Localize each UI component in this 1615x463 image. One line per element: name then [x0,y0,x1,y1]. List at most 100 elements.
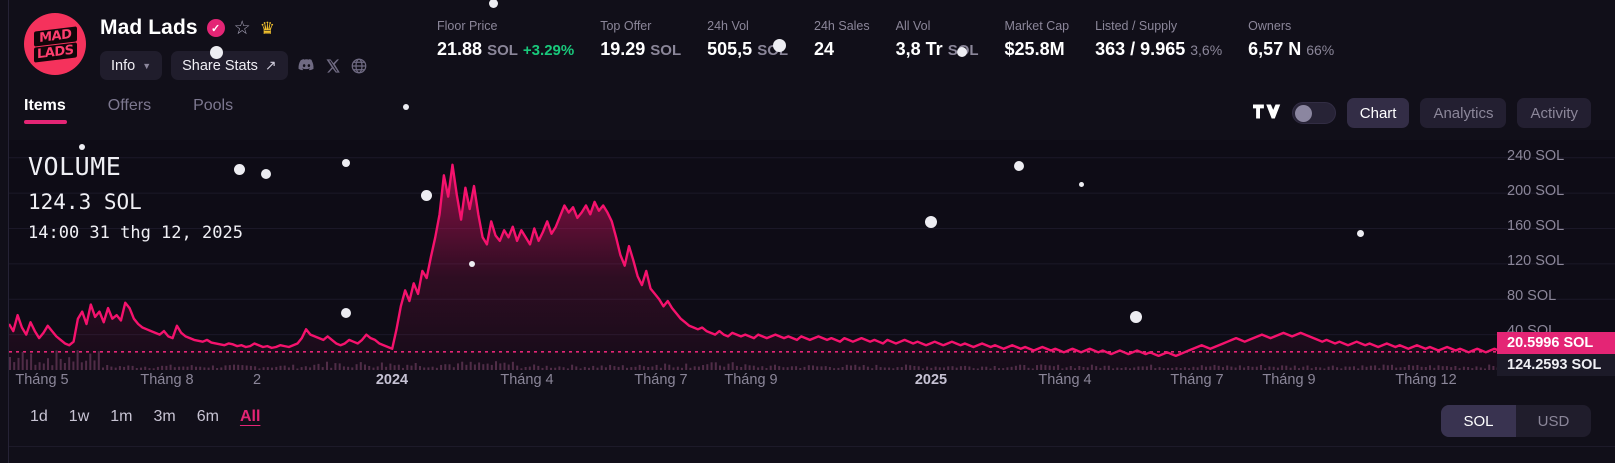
collection-header: MAD LADS Mad Lads ✓ ☆ ♛ Info ▼ [0,0,1615,92]
x-tick: Tháng 7 [634,372,688,388]
page-title: Mad Lads [100,16,198,39]
share-stats-button-label: Share Stats [182,57,258,74]
stat-label: Owners [1248,19,1292,33]
star-outline-icon[interactable]: ☆ [233,17,251,39]
range-6m[interactable]: 6m [196,408,219,425]
x-tick: Tháng 9 [1262,372,1316,388]
y-tick: 80 SOL [1507,288,1557,304]
left-rail-divider [8,0,9,463]
website-globe-icon[interactable] [350,57,368,75]
share-external-icon: ↗ [264,57,277,73]
stat-market-cap: Market Cap $25.8M [1005,19,1070,60]
collection-stats: Floor Price 21.88 SOL +3.29% Top Offer 1… [437,19,1360,60]
stat-value: 3,8 Tr SOL [896,39,979,60]
volume-price-tag: 124.2593 SOL [1497,354,1615,376]
view-button-activity[interactable]: Activity [1517,98,1591,128]
range-1d[interactable]: 1d [30,408,48,425]
stat-all-vol: All Vol 3,8 Tr SOL [896,19,979,60]
stat-unit: SOL [757,42,789,59]
range-1w[interactable]: 1w [68,408,90,425]
stat-value: 24 [814,39,870,60]
collection-title-row: Mad Lads ✓ ☆ ♛ [100,13,368,43]
stat-24h-vol: 24h Vol 505,5 SOL [707,19,788,60]
y-tick: 160 SOL [1507,218,1565,234]
chart-x-axis: Tháng 5 Tháng 8 2 2024 Tháng 4 Tháng 7 T… [9,372,1615,396]
chart-canvas [9,157,1615,370]
stat-value: 19.29 SOL [600,39,681,60]
collection-identity: MAD LADS Mad Lads ✓ ☆ ♛ Info ▼ [24,13,368,80]
stat-top-offer: Top Offer 19.29 SOL [600,19,681,60]
crown-icon: ♛ [259,18,275,38]
stat-delta: +3.29% [522,42,575,59]
verified-check-icon: ✓ [206,19,225,37]
tab-pools[interactable]: Pools [193,97,234,114]
stat-unit: SOL [650,42,682,59]
y-tick: 120 SOL [1507,253,1565,269]
stat-value: $25.8M [1005,39,1070,60]
x-tick: 2024 [375,372,409,388]
range-all[interactable]: All [239,408,261,425]
tab-offers[interactable]: Offers [107,97,152,114]
currency-usd-button[interactable]: USD [1516,405,1591,437]
x-tick: 2 [252,372,262,388]
stat-number: 6,57 N [1248,39,1302,59]
stat-number: 505,5 [707,39,753,59]
price-chart[interactable]: MAGIC EDEN [9,140,1615,370]
info-button[interactable]: Info ▼ [100,51,163,80]
info-button-label: Info [111,57,136,74]
chart-view-switch: Chart Analytics Activity [1252,98,1591,128]
stat-owners: Owners 6,57 N 66% [1248,19,1334,60]
range-1m[interactable]: 1m [110,408,133,425]
x-tick: 2025 [914,372,948,388]
x-tick: Tháng 12 [1395,372,1457,388]
x-tick: Tháng 4 [500,372,554,388]
toggle-knob [1294,105,1312,122]
stat-sub: 3,6% [1190,42,1223,58]
x-twitter-icon[interactable] [325,58,341,74]
stat-label: 24h Vol [707,19,749,33]
tab-items[interactable]: Items [24,97,67,124]
stat-number: 24 [814,39,835,59]
stat-value: 21.88 SOL +3.29% [437,39,574,60]
stat-label: Top Offer [600,19,652,33]
stat-value: 363 / 9.965 3,6% [1095,39,1222,60]
chart-footer: 1d 1w 1m 3m 6m All SOL USD [0,400,1615,446]
stat-listed-supply: Listed / Supply 363 / 9.965 3,6% [1095,19,1222,60]
stat-24h-sales: 24h Sales 24 [814,19,870,60]
collection-tabs: Items Offers Pools [24,97,233,124]
range-3m[interactable]: 3m [153,408,176,425]
stat-label: Market Cap [1004,19,1070,33]
stat-number: 363 / 9.965 [1095,39,1186,59]
y-tick: 200 SOL [1507,183,1565,199]
tradingview-logo-icon [1252,104,1281,122]
collection-avatar[interactable]: MAD LADS [24,13,86,75]
floor-price-tag: 20.5996 SOL [1497,332,1615,354]
footer-divider [9,446,1615,447]
x-tick: Tháng 9 [724,372,778,388]
view-button-chart[interactable]: Chart [1346,98,1410,128]
share-stats-button[interactable]: Share Stats ↗ [171,51,288,80]
x-tick: Tháng 8 [140,372,194,388]
stat-number: $25.8M [1004,39,1065,59]
stat-label: 24h Sales [814,19,870,33]
tradingview-toggle[interactable] [1291,102,1336,124]
stat-label: Listed / Supply [1095,19,1178,33]
stat-unit: SOL [947,42,979,59]
cursor-trail-dot [403,104,409,110]
x-tick: Tháng 4 [1038,372,1092,388]
stat-label: Floor Price [437,19,498,33]
chart-y-axis: 240 SOL 200 SOL 160 SOL 120 SOL 80 SOL 4… [1497,140,1615,376]
stat-label: All Vol [895,19,931,33]
collection-action-buttons: Info ▼ Share Stats ↗ [100,51,368,80]
stat-number: 3,8 Tr [895,39,943,59]
stat-sub: 66% [1306,42,1335,58]
discord-icon[interactable] [297,56,316,75]
stat-number: 21.88 [437,39,483,59]
view-button-analytics[interactable]: Analytics [1420,98,1507,128]
stat-value: 6,57 N 66% [1248,39,1334,60]
stat-unit: SOL [487,42,518,59]
stat-value: 505,5 SOL [707,39,788,60]
currency-sol-button[interactable]: SOL [1441,405,1516,437]
currency-toggle: SOL USD [1441,405,1591,437]
